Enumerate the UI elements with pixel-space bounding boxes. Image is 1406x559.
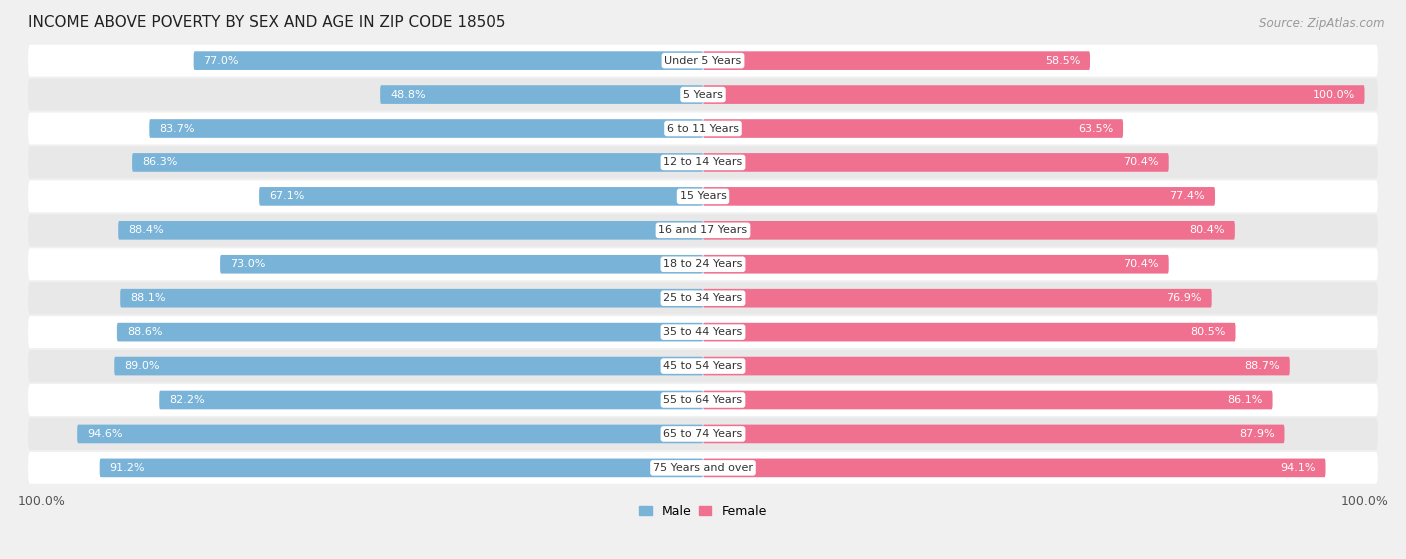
FancyBboxPatch shape [703, 119, 1123, 138]
Text: 86.1%: 86.1% [1227, 395, 1263, 405]
Text: 94.1%: 94.1% [1279, 463, 1316, 473]
Text: 82.2%: 82.2% [169, 395, 205, 405]
FancyBboxPatch shape [703, 85, 1364, 104]
Text: 58.5%: 58.5% [1045, 56, 1080, 65]
Text: 83.7%: 83.7% [159, 124, 195, 134]
FancyBboxPatch shape [28, 248, 1378, 280]
FancyBboxPatch shape [194, 51, 703, 70]
FancyBboxPatch shape [28, 79, 1378, 111]
Text: 25 to 34 Years: 25 to 34 Years [664, 293, 742, 303]
Text: 88.7%: 88.7% [1244, 361, 1279, 371]
Text: 18 to 24 Years: 18 to 24 Years [664, 259, 742, 269]
FancyBboxPatch shape [28, 45, 1378, 77]
FancyBboxPatch shape [703, 425, 1285, 443]
Text: 80.4%: 80.4% [1189, 225, 1225, 235]
FancyBboxPatch shape [100, 458, 703, 477]
Text: 94.6%: 94.6% [87, 429, 122, 439]
Text: 6 to 11 Years: 6 to 11 Years [666, 124, 740, 134]
FancyBboxPatch shape [149, 119, 703, 138]
FancyBboxPatch shape [28, 350, 1378, 382]
FancyBboxPatch shape [703, 51, 1090, 70]
Legend: Male, Female: Male, Female [634, 500, 772, 523]
Text: INCOME ABOVE POVERTY BY SEX AND AGE IN ZIP CODE 18505: INCOME ABOVE POVERTY BY SEX AND AGE IN Z… [28, 15, 506, 30]
Text: 48.8%: 48.8% [389, 89, 426, 100]
Text: 45 to 54 Years: 45 to 54 Years [664, 361, 742, 371]
Text: 75 Years and over: 75 Years and over [652, 463, 754, 473]
FancyBboxPatch shape [28, 214, 1378, 247]
Text: 88.1%: 88.1% [131, 293, 166, 303]
Text: 67.1%: 67.1% [269, 191, 305, 201]
Text: 70.4%: 70.4% [1123, 259, 1159, 269]
FancyBboxPatch shape [703, 153, 1168, 172]
Text: 87.9%: 87.9% [1239, 429, 1275, 439]
Text: 88.6%: 88.6% [127, 327, 162, 337]
Text: 12 to 14 Years: 12 to 14 Years [664, 158, 742, 168]
FancyBboxPatch shape [28, 418, 1378, 450]
FancyBboxPatch shape [703, 391, 1272, 409]
FancyBboxPatch shape [159, 391, 703, 409]
FancyBboxPatch shape [28, 146, 1378, 178]
Text: 16 and 17 Years: 16 and 17 Years [658, 225, 748, 235]
Text: 15 Years: 15 Years [679, 191, 727, 201]
Text: 77.0%: 77.0% [204, 56, 239, 65]
Text: 55 to 64 Years: 55 to 64 Years [664, 395, 742, 405]
FancyBboxPatch shape [114, 357, 703, 376]
Text: 77.4%: 77.4% [1170, 191, 1205, 201]
Text: 76.9%: 76.9% [1167, 293, 1202, 303]
Text: 89.0%: 89.0% [124, 361, 160, 371]
FancyBboxPatch shape [703, 357, 1289, 376]
FancyBboxPatch shape [380, 85, 703, 104]
FancyBboxPatch shape [259, 187, 703, 206]
FancyBboxPatch shape [28, 316, 1378, 348]
FancyBboxPatch shape [703, 255, 1168, 273]
FancyBboxPatch shape [703, 458, 1326, 477]
Text: 100.0%: 100.0% [1312, 89, 1354, 100]
Text: 86.3%: 86.3% [142, 158, 177, 168]
Text: 73.0%: 73.0% [231, 259, 266, 269]
FancyBboxPatch shape [28, 452, 1378, 484]
FancyBboxPatch shape [28, 181, 1378, 212]
FancyBboxPatch shape [120, 289, 703, 307]
FancyBboxPatch shape [221, 255, 703, 273]
Text: 80.5%: 80.5% [1191, 327, 1226, 337]
FancyBboxPatch shape [132, 153, 703, 172]
FancyBboxPatch shape [118, 221, 703, 240]
Text: 70.4%: 70.4% [1123, 158, 1159, 168]
Text: 35 to 44 Years: 35 to 44 Years [664, 327, 742, 337]
Text: 91.2%: 91.2% [110, 463, 145, 473]
FancyBboxPatch shape [117, 323, 703, 342]
Text: Source: ZipAtlas.com: Source: ZipAtlas.com [1260, 17, 1385, 30]
FancyBboxPatch shape [77, 425, 703, 443]
FancyBboxPatch shape [28, 384, 1378, 416]
Text: Under 5 Years: Under 5 Years [665, 56, 741, 65]
FancyBboxPatch shape [703, 187, 1215, 206]
FancyBboxPatch shape [28, 282, 1378, 314]
FancyBboxPatch shape [28, 112, 1378, 144]
FancyBboxPatch shape [703, 289, 1212, 307]
Text: 88.4%: 88.4% [128, 225, 163, 235]
Text: 65 to 74 Years: 65 to 74 Years [664, 429, 742, 439]
Text: 63.5%: 63.5% [1078, 124, 1114, 134]
FancyBboxPatch shape [703, 221, 1234, 240]
Text: 5 Years: 5 Years [683, 89, 723, 100]
FancyBboxPatch shape [703, 323, 1236, 342]
